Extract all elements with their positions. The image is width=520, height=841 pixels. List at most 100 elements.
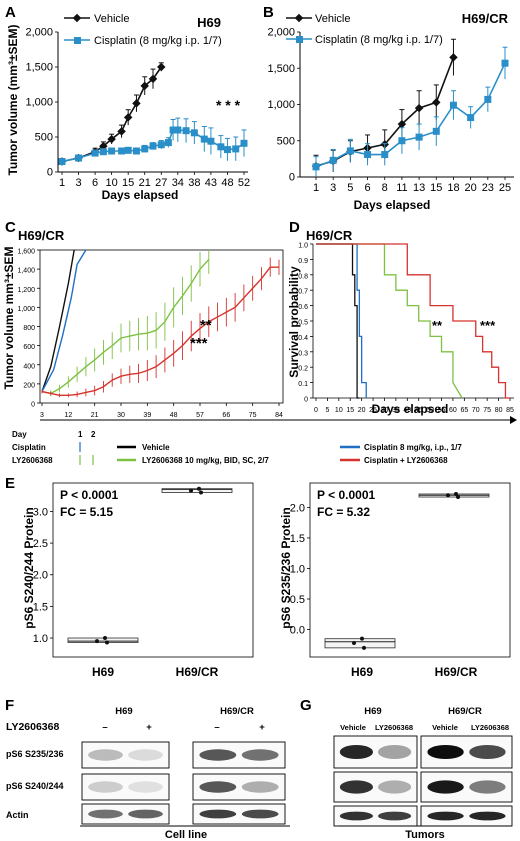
x-tick-label: 84 [275,412,283,419]
x-tick-label: 25 [369,407,377,414]
y-tick-label: 1.5 [290,533,305,545]
survival-curve-vehicle [316,243,360,399]
panel-title: H69/CR [462,11,509,26]
panel-g: G H69 H69/CR Vehicle LY2606368 Vehicle L… [300,697,513,841]
blot-band [88,781,123,793]
data-point [456,495,460,500]
data-point [501,59,509,67]
x-axis-label: Days elapsed [354,198,431,212]
legend-marker-cisplatin [296,36,303,43]
blot-band [241,749,279,761]
survival-curve-combination [316,243,510,399]
panel-title: H69 [197,15,221,30]
x-tick-label: 45 [415,407,423,414]
shared-x-axis-label: Days elapsed [372,402,449,416]
y-tick-label: 1,200 [17,287,35,294]
y-tick-label: 0 [31,402,35,409]
data-point [240,139,248,147]
y-axis-label: Survival probability [287,266,301,378]
x-tick-label: 10 [335,407,343,414]
x-tick-label: 20 [465,182,477,194]
data-point [415,133,423,141]
data-point [454,491,458,496]
legend-label-cisplatin: Cisplatin (8 mg/kg i.p. 1/7) [94,35,222,47]
x-ticks: 1 3 5 6 8 11 13 15 18 20 23 25 [313,177,511,194]
survival-curve-cisplatin [316,243,367,398]
y-tick-label: 500 [277,135,295,147]
y-tick-label: 0 [304,397,308,404]
legend-marker-vehicle [294,13,304,23]
data-point [312,163,320,171]
x-tick-label: 3 [330,182,336,194]
data-point [381,151,389,159]
panel-letter: E [5,475,15,492]
data-point [217,143,225,151]
western-blot-tumors [333,735,513,827]
data-point [197,486,201,491]
blot-row-label: pS6 S240/244 [6,781,64,791]
p-value: P < 0.0001 [317,488,375,502]
x-tick-label: 34 [172,177,184,189]
significance-combo: *** [480,318,496,333]
plot-area [57,62,248,166]
data-point [352,640,356,645]
blot-band [339,811,374,821]
panel-f: F H69 H69/CR LY2606368 – + – + pS6 S235/… [5,697,290,841]
x-tick-label: 35 [392,407,400,414]
data-point [140,81,149,91]
data-point [169,126,177,134]
x-tick-label: 15 [346,407,354,414]
lane-label: LY2606368 [471,723,509,732]
x-tick-label: 65 [460,407,468,414]
x-tick-label: 21 [91,412,99,419]
y-tick-label: 0.9 [298,258,308,265]
blot-band [377,811,412,821]
significance-combo: *** [190,335,208,352]
data-point [182,127,190,135]
blot-band [469,811,506,821]
blot-h69-frame [81,803,170,825]
data-point [99,148,107,156]
data-point [157,141,165,149]
panel-a: A H69 Tumor volume (mm³±SEM) Days elapse… [5,4,250,202]
legend-label-cisplatin: Cisplatin 8 mg/kg, i.p., 1/7 [364,443,462,452]
blot-band [469,780,506,794]
significance-stars: * * * [216,97,241,113]
box [67,637,139,643]
x-tick-label: 25 [499,182,511,194]
data-point [364,151,372,159]
x-tick-label: 57 [196,412,204,419]
box [324,638,396,649]
x-tick-label: 0 [314,407,318,414]
x-tick-label: 75 [249,412,257,419]
panel-letter: B [263,4,274,21]
y-tick-label: 0.5 [298,320,308,327]
y-tick-label: 1.0 [33,633,48,645]
category-label: H69 [92,665,114,679]
data-point [484,95,492,103]
x-tick-label: 12 [64,412,72,419]
y-tick-label: 0.1 [298,381,308,388]
data-point [95,639,99,644]
sign-minus: – [102,722,107,733]
blot-band [128,781,163,793]
x-tick-label: 5 [347,182,353,194]
lane-label: LY2606368 [375,723,413,732]
x-tick-label: 75 [483,407,491,414]
blot-band [241,809,279,819]
y-tick-label: 1,500 [25,62,53,74]
blot-band [377,780,412,794]
category-label: H69 [351,665,373,679]
data-point [105,640,109,645]
x-tick-label: 6 [364,182,370,194]
x-tick-label: 13 [413,182,425,194]
legend-label-vehicle: Vehicle [94,13,129,25]
data-point [432,127,440,135]
blot-h69cr-frame [192,803,286,825]
plot-area [324,491,490,650]
x-tick-label: 1 [313,182,319,194]
y-tick-label: 0.2 [298,366,308,373]
y-tick-label: 1,000 [17,306,35,313]
y-tick-label: 400 [23,363,35,370]
